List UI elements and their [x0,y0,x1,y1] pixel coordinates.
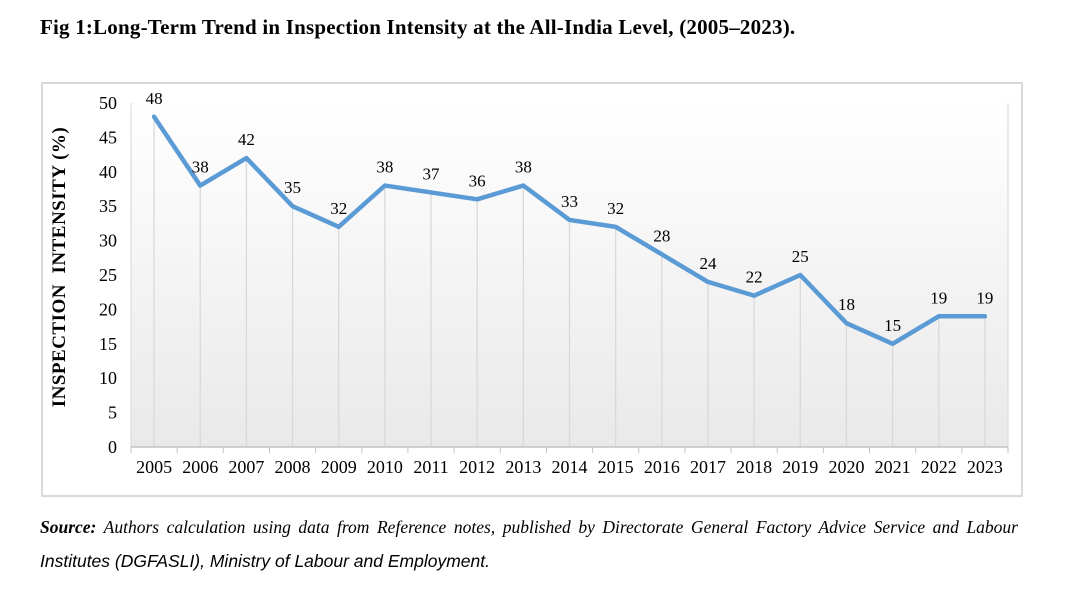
x-tick-label: 2021 [875,457,911,477]
y-tick-label: 40 [99,162,117,182]
x-tick-label: 2017 [690,457,726,477]
data-point-label: 19 [930,288,947,307]
data-point-label: 25 [792,247,809,266]
source-text-1: Authors calculation using data from Refe… [103,517,1018,537]
figure-title: Fig 1:Long-Term Trend in Inspection Inte… [40,15,796,39]
chart-container: 0 5 10 15 20 25 30 35 40 45 50 INSPECTION INTENSITY… [41,82,1023,497]
x-tick-label: 2005 [136,457,172,477]
data-point-label: 48 [146,89,163,108]
x-tick-label: 2023 [967,457,1003,477]
data-point-label: 28 [653,226,670,245]
x-tick-label: 2006 [182,457,218,477]
x-tick-label: 2012 [459,457,495,477]
source-note-line1: Source: Authors calculation using data f… [40,517,1018,538]
y-tick-label: 35 [99,196,117,216]
data-point-label: 38 [515,158,532,177]
x-tick-label: 2020 [828,457,864,477]
line-chart: 0 5 10 15 20 25 30 35 40 45 50 INSPECTION INTENSITY… [49,89,1009,477]
x-tick-label: 2007 [228,457,264,477]
trend-line [151,114,988,347]
y-tick-label: 20 [99,299,117,319]
y-axis-title: INSPECTION INTENSITY (%) [49,127,70,408]
x-tick-label: 2013 [505,457,541,477]
plot-area-edges [130,103,1009,447]
source-label: Source: [40,517,97,537]
y-tick-label: 5 [108,403,117,423]
data-point-label: 15 [884,316,901,335]
data-point-label: 22 [746,268,763,287]
source-note-line2: Institutes (DGFASLI), Ministry of Labour… [40,551,490,571]
data-point-label: 19 [976,288,993,307]
y-tick-label: 10 [99,368,117,388]
data-point-label: 18 [838,295,855,314]
data-point-label: 36 [469,171,486,190]
y-tick-label: 15 [99,334,117,354]
data-point-label: 32 [330,199,347,218]
x-tick-label: 2011 [413,457,448,477]
data-point-label: 24 [699,254,717,273]
x-tick-label: 2015 [598,457,634,477]
data-point-label: 42 [238,130,255,149]
data-point-label: 38 [376,158,393,177]
data-point-label: 37 [423,164,441,183]
x-tick-label: 2019 [782,457,818,477]
x-tick-label: 2009 [321,457,357,477]
x-tick-label: 2008 [275,457,311,477]
data-point-label: 35 [284,178,301,197]
x-tick-label: 2014 [552,457,588,477]
x-tick-label: 2010 [367,457,403,477]
y-tick-label: 25 [99,265,117,285]
x-tick-label: 2016 [644,457,680,477]
y-tick-label: 45 [99,127,117,147]
y-tick-label: 0 [108,437,117,457]
data-point-label: 38 [192,158,209,177]
x-tick-label: 2022 [921,457,957,477]
data-point-label: 32 [607,199,624,218]
y-tick-label: 50 [99,93,117,113]
y-tick-label: 30 [99,231,117,251]
data-point-label: 33 [561,192,578,211]
x-tick-label: 2018 [736,457,772,477]
